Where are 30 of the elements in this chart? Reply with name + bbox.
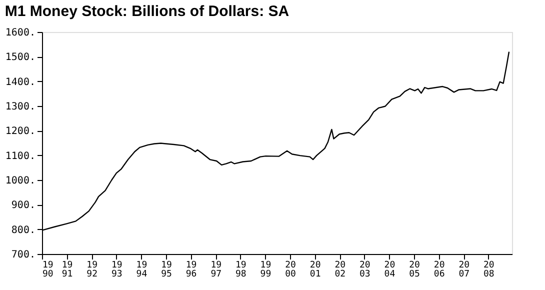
x-tick-label: 19 95 bbox=[161, 260, 172, 280]
y-tick-label: 1500. bbox=[5, 52, 36, 64]
x-tick-label: 19 96 bbox=[186, 260, 197, 280]
y-tick-label: 800. bbox=[11, 224, 36, 236]
x-tick-label: 19 99 bbox=[260, 260, 272, 280]
y-tick-label: 1400. bbox=[5, 76, 36, 88]
y-tick-label: 1300. bbox=[5, 102, 36, 112]
x-tick-label: 19 93 bbox=[111, 260, 122, 280]
y-tick-label: 900. bbox=[11, 200, 36, 212]
chart-title: M1 Money Stock: Billions of Dollars: SA bbox=[4, 3, 290, 20]
y-tick-label: 700. bbox=[11, 250, 36, 260]
x-tick-label: 19 94 bbox=[136, 260, 148, 280]
y-tick-label: 1100. bbox=[5, 150, 36, 162]
x-tick-label: 20 07 bbox=[458, 260, 470, 280]
y-tick-label: 1200. bbox=[5, 126, 36, 138]
x-tick-label: 20 08 bbox=[484, 260, 494, 280]
x-tick-label: 20 04 bbox=[384, 260, 396, 280]
x-tick-label: 20 00 bbox=[285, 260, 296, 280]
x-tick-label: 19 91 bbox=[62, 260, 73, 280]
x-tick-label: 19 97 bbox=[210, 260, 222, 280]
x-tick-label: 20 02 bbox=[334, 260, 346, 280]
x-tick-label: 20 01 bbox=[310, 260, 321, 280]
x-tick-label: 20 06 bbox=[434, 260, 445, 280]
y-tick-label: 1000. bbox=[5, 176, 36, 186]
x-tick-label: 20 05 bbox=[409, 260, 420, 280]
x-tick-label: 19 90 bbox=[42, 260, 54, 280]
x-tick-label: 19 98 bbox=[235, 260, 246, 280]
y-tick-label: 1600. bbox=[5, 28, 36, 38]
x-tick-label: 19 92 bbox=[86, 260, 98, 280]
x-tick-label: 20 03 bbox=[360, 260, 370, 280]
